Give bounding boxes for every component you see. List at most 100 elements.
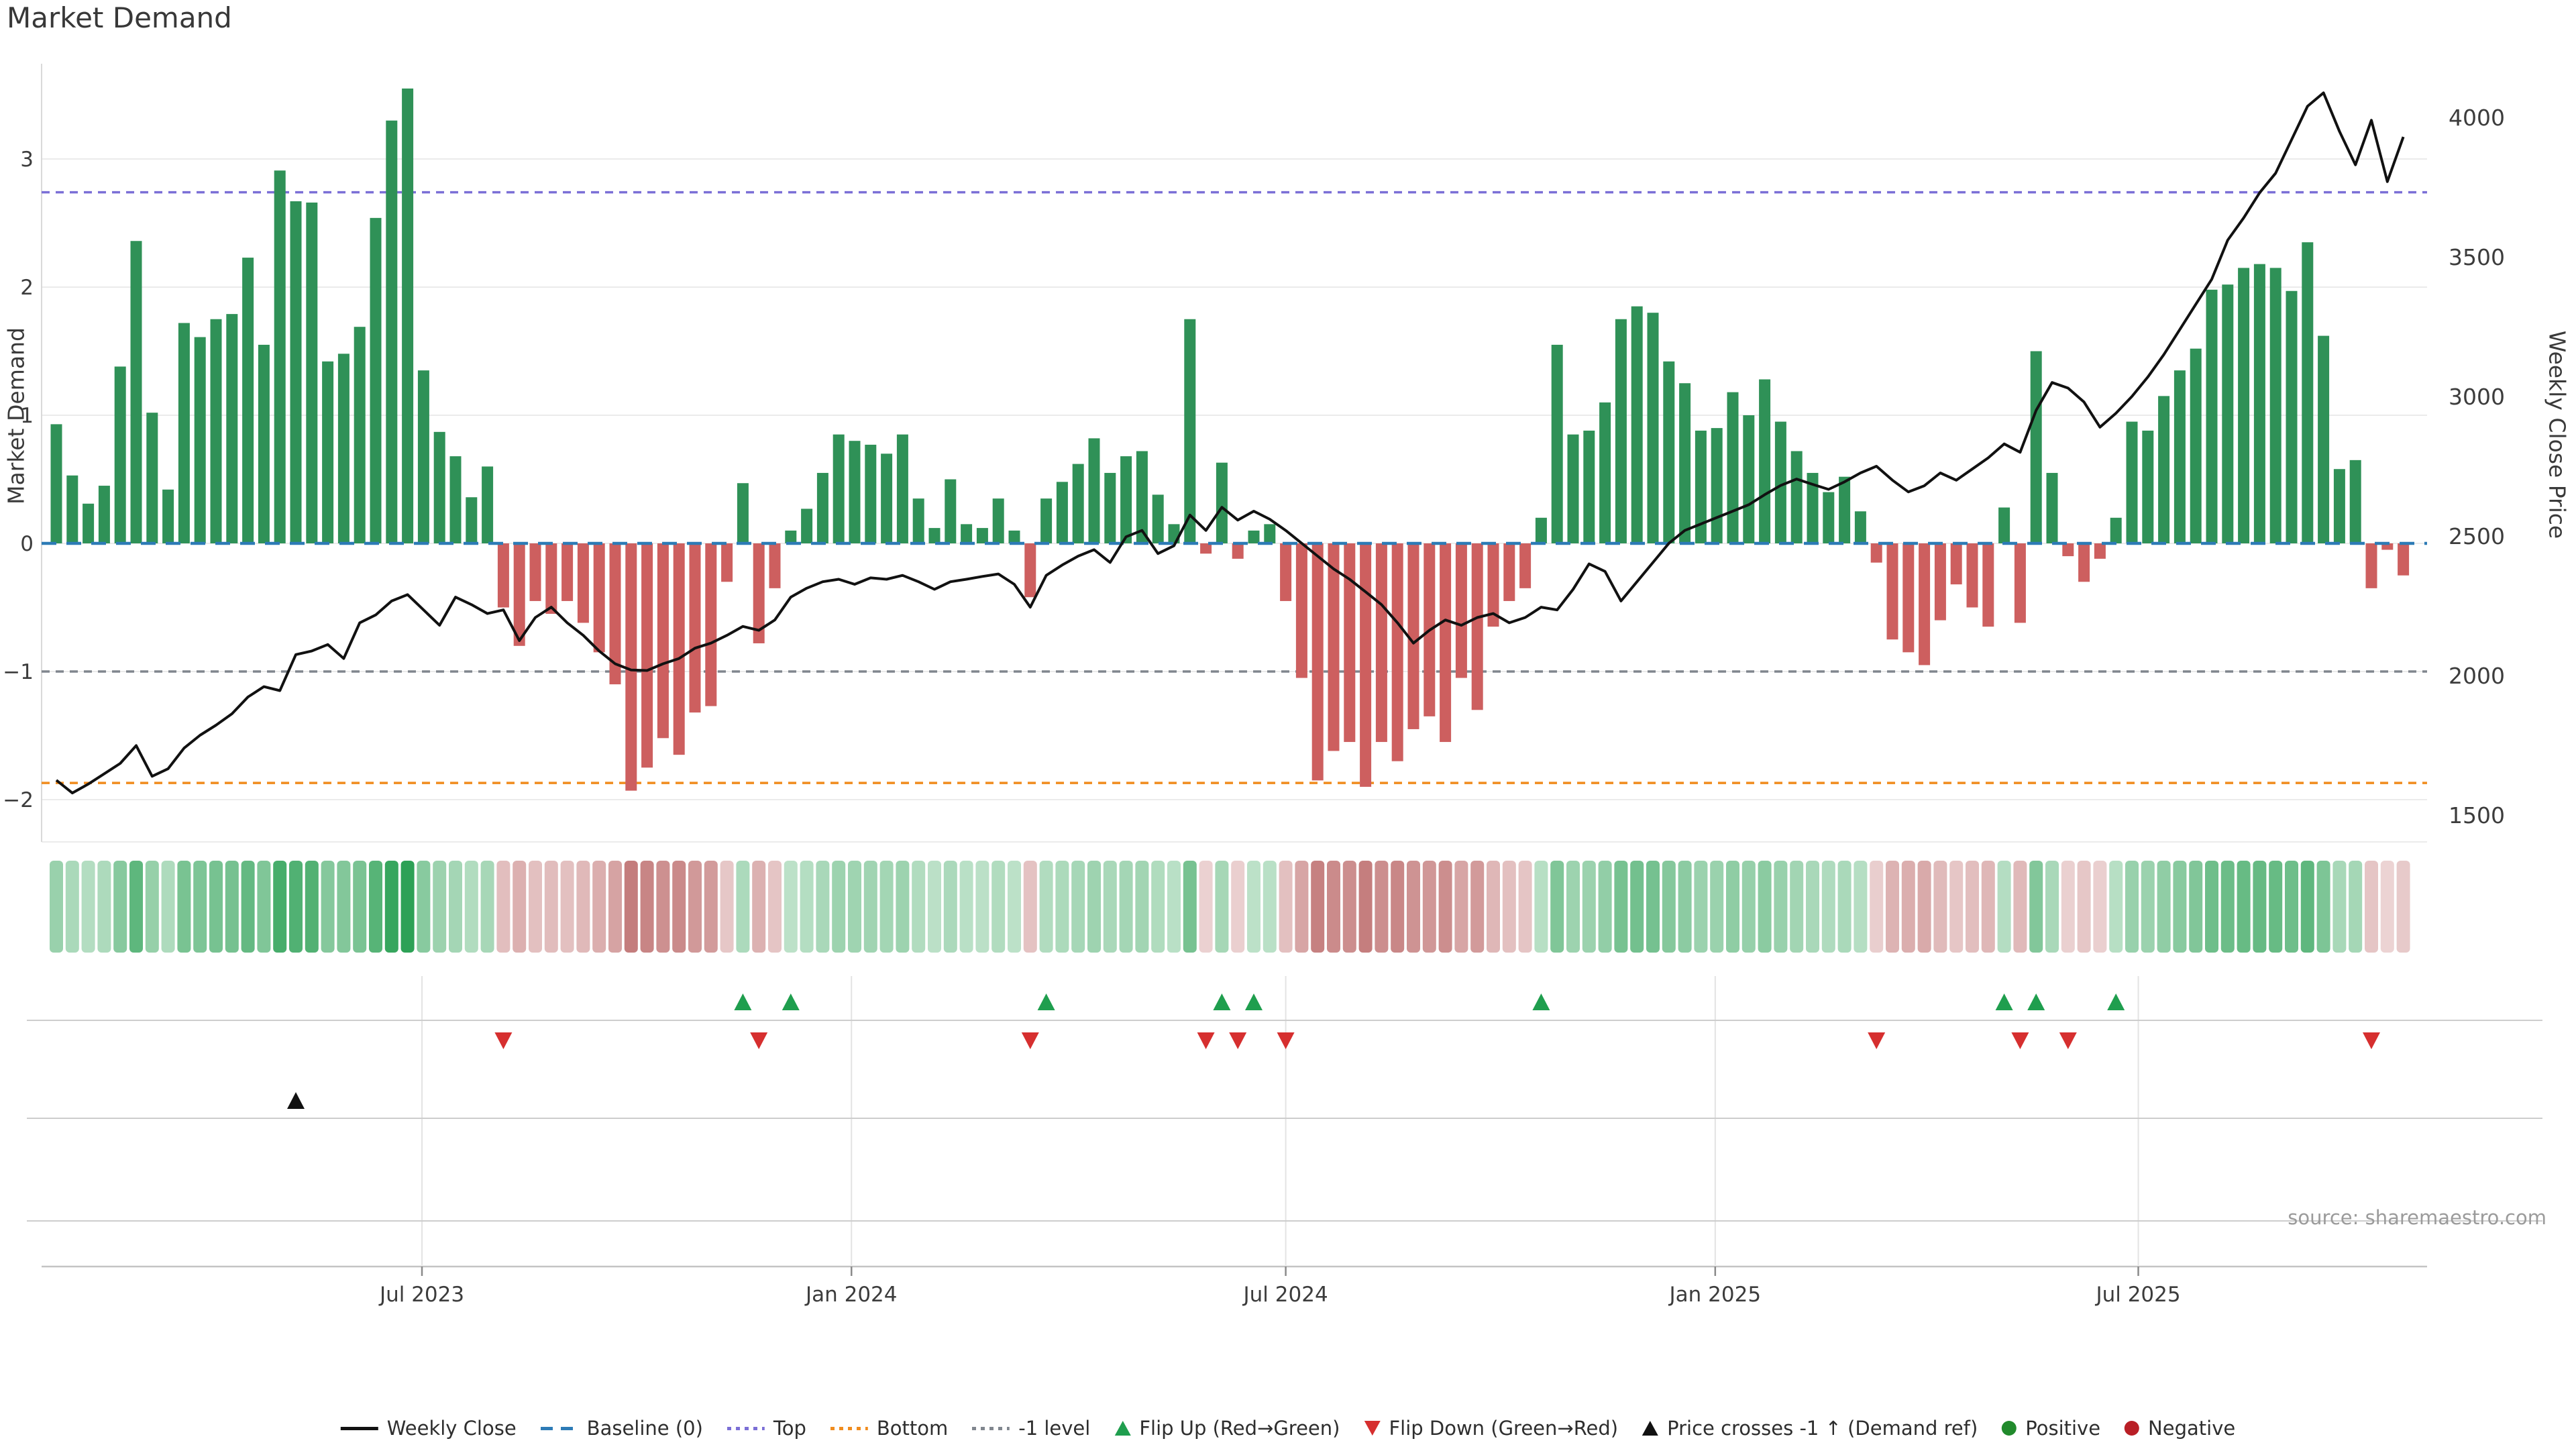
demand-bar-positive <box>2158 396 2170 543</box>
demand-tick-label: 3 <box>20 148 34 172</box>
demand-tick-label: 0 <box>20 532 34 556</box>
demand-bar-negative <box>641 543 653 768</box>
heatmap-cell <box>688 861 702 953</box>
flip-down-marker <box>2363 1032 2380 1049</box>
heatmap-cell <box>1646 861 1660 953</box>
flip-up-marker <box>1245 994 1263 1010</box>
legend-label: Price crosses -1 ↑ (Demand ref) <box>1667 1417 1978 1440</box>
demand-bar-negative <box>2078 543 2090 582</box>
demand-bar-negative <box>2062 543 2074 557</box>
demand-bar-positive <box>433 431 445 543</box>
demand-bar-negative <box>1311 543 1324 781</box>
heatmap-cell <box>1039 861 1053 953</box>
price-cross-marker <box>287 1092 305 1109</box>
demand-bar-positive <box>2110 517 2122 543</box>
demand-bar-positive <box>2238 268 2250 543</box>
heatmap-cell <box>768 861 782 953</box>
heatmap-cell <box>480 861 494 953</box>
demand-bar-positive <box>1072 464 1084 543</box>
demand-bar-negative <box>1934 543 1946 621</box>
demand-bar-positive <box>2349 460 2361 543</box>
heatmap-cell <box>2269 861 2283 953</box>
flip-up-marker <box>2027 994 2045 1010</box>
heatmap-cell <box>2157 861 2171 953</box>
heatmap-cell <box>1119 861 1133 953</box>
heatmap-cell <box>241 861 255 953</box>
demand-bar-positive <box>1790 451 1803 543</box>
demand-bar-negative <box>1232 543 1244 559</box>
demand-bar-positive <box>354 327 366 543</box>
heatmap-cell <box>1422 861 1436 953</box>
flip-down-marker <box>1021 1032 1039 1049</box>
demand-bar-positive <box>2190 348 2202 543</box>
heatmap-cell <box>464 861 478 953</box>
heatmap-cell <box>1135 861 1149 953</box>
demand-bar-negative <box>529 543 541 601</box>
demand-bar-positive <box>178 323 190 543</box>
demand-bar-positive <box>337 354 350 543</box>
heatmap-cell <box>161 861 175 953</box>
demand-bar-positive <box>1615 319 1627 543</box>
heatmap-cell <box>1582 861 1596 953</box>
demand-bar-positive <box>386 120 398 543</box>
demand-bar-positive <box>290 201 302 543</box>
price-tick-label: 2500 <box>2449 523 2505 549</box>
demand-bar-negative <box>705 543 717 706</box>
demand-bar-negative <box>753 543 765 643</box>
heatmap-cell <box>1550 861 1564 953</box>
legend-item: Positive <box>2002 1417 2100 1440</box>
demand-bar-positive <box>1823 492 1835 543</box>
legend-label: Baseline (0) <box>586 1417 703 1440</box>
heatmap-cell <box>400 861 415 953</box>
heatmap-cell <box>1662 861 1676 953</box>
heatmap-cell <box>640 861 654 953</box>
demand-tick-label: 2 <box>20 276 34 300</box>
demand-bar-positive <box>194 337 206 543</box>
heatmap-cell <box>1821 861 1835 953</box>
heatmap-cell <box>1487 861 1500 953</box>
heatmap-cell <box>544 861 558 953</box>
heatmap-cell <box>2061 861 2075 953</box>
demand-bar-positive <box>945 479 957 543</box>
price-tick-label: 1500 <box>2449 802 2505 828</box>
demand-bar-positive <box>2302 242 2314 543</box>
heatmap-cell <box>832 861 846 953</box>
demand-bar-positive <box>1647 313 1659 543</box>
heatmap-cell <box>1933 861 1947 953</box>
price-tick-label: 3000 <box>2449 384 2505 410</box>
legend-tri-up-swatch <box>1642 1421 1659 1436</box>
flip-down-marker <box>1277 1032 1295 1049</box>
heatmap-cell <box>2093 861 2107 953</box>
heatmap-cell <box>1342 861 1356 953</box>
heatmap-cell <box>1534 861 1548 953</box>
demand-bar-positive <box>1040 498 1053 543</box>
demand-bar-negative <box>2398 543 2410 576</box>
demand-bar-negative <box>1200 543 1212 554</box>
demand-bar-negative <box>1407 543 1419 729</box>
demand-bar-positive <box>1854 511 1866 543</box>
demand-bar-negative <box>1391 543 1403 761</box>
demand-bar-positive <box>2126 421 2138 543</box>
demand-tick-label: 1 <box>20 404 34 428</box>
heatmap-cell <box>928 861 941 953</box>
heatmap-cell <box>943 861 957 953</box>
demand-bar-negative <box>1455 543 1467 678</box>
heatmap-cell <box>1518 861 1532 953</box>
demand-bar-positive <box>66 475 78 543</box>
heatmap-cell <box>81 861 95 953</box>
price-tick-label: 3500 <box>2449 244 2505 270</box>
demand-bar-negative <box>609 543 621 685</box>
demand-bar-positive <box>801 508 813 543</box>
heatmap-cell <box>1167 861 1181 953</box>
demand-bar-positive <box>976 528 988 543</box>
demand-bar-positive <box>1631 306 1643 543</box>
demand-bar-positive <box>1679 383 1691 543</box>
legend-line-swatch <box>340 1426 378 1430</box>
x-tick-label: Jul 2024 <box>1242 1283 1328 1307</box>
heatmap-cell <box>529 861 542 953</box>
demand-bar-negative <box>1503 543 1515 601</box>
heatmap-cell <box>1694 861 1708 953</box>
demand-bar-positive <box>1711 428 1723 543</box>
legend-dashes-swatch <box>540 1426 578 1430</box>
legend-label: Flip Up (Red→Green) <box>1139 1417 1340 1440</box>
